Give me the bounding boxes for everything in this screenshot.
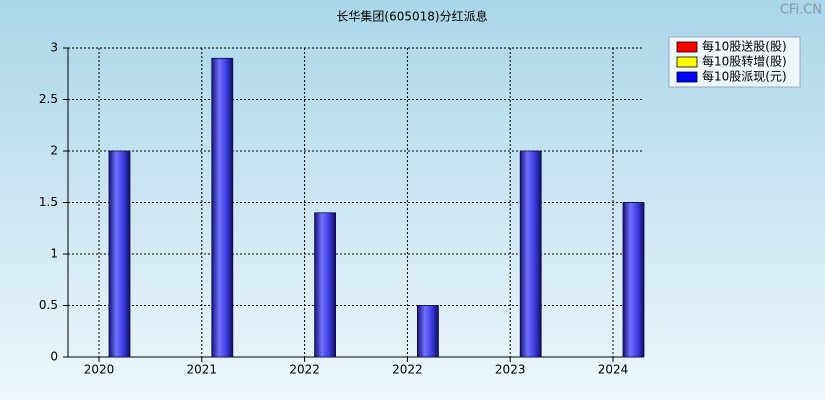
y-tick-label: 0 bbox=[50, 350, 58, 364]
y-tick-label: 1.5 bbox=[39, 195, 58, 209]
bar bbox=[622, 202, 645, 358]
legend-label: 每10股送股(股) bbox=[702, 39, 787, 54]
x-tick-label: 2020 bbox=[84, 363, 115, 377]
x-tick-label: 2022 bbox=[392, 363, 423, 377]
y-tick-label: 2 bbox=[50, 144, 58, 158]
bar bbox=[416, 305, 439, 358]
y-tick-label: 3 bbox=[50, 41, 58, 55]
bar bbox=[211, 57, 234, 358]
watermark: CFi.CN bbox=[780, 3, 822, 18]
x-tick-label: 2021 bbox=[187, 363, 218, 377]
bar bbox=[314, 212, 337, 358]
bar bbox=[108, 150, 131, 358]
legend-swatch bbox=[676, 41, 698, 53]
x-tick-label: 2022 bbox=[289, 363, 320, 377]
legend-swatch bbox=[676, 71, 698, 83]
x-tick-label: 2024 bbox=[598, 363, 629, 377]
bar bbox=[519, 150, 542, 358]
y-tick-label: 1 bbox=[50, 247, 58, 261]
y-tick-label: 0.5 bbox=[39, 298, 58, 312]
legend-swatch bbox=[676, 56, 698, 68]
legend-label: 每10股转增(股) bbox=[702, 54, 787, 69]
legend-label: 每10股派现(元) bbox=[702, 69, 787, 84]
y-tick-label: 2.5 bbox=[39, 92, 58, 106]
x-tick-label: 2023 bbox=[495, 363, 526, 377]
chart-title: 长华集团(605018)分红派息 bbox=[336, 9, 487, 24]
